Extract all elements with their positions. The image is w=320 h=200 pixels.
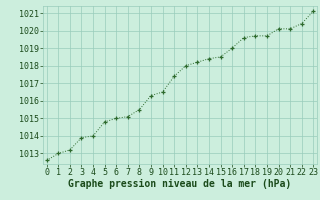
X-axis label: Graphe pression niveau de la mer (hPa): Graphe pression niveau de la mer (hPa) — [68, 179, 292, 189]
